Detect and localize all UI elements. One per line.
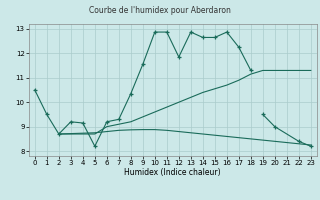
X-axis label: Humidex (Indice chaleur): Humidex (Indice chaleur) [124, 168, 221, 177]
Text: Courbe de l'humidex pour Aberdaron: Courbe de l'humidex pour Aberdaron [89, 6, 231, 15]
